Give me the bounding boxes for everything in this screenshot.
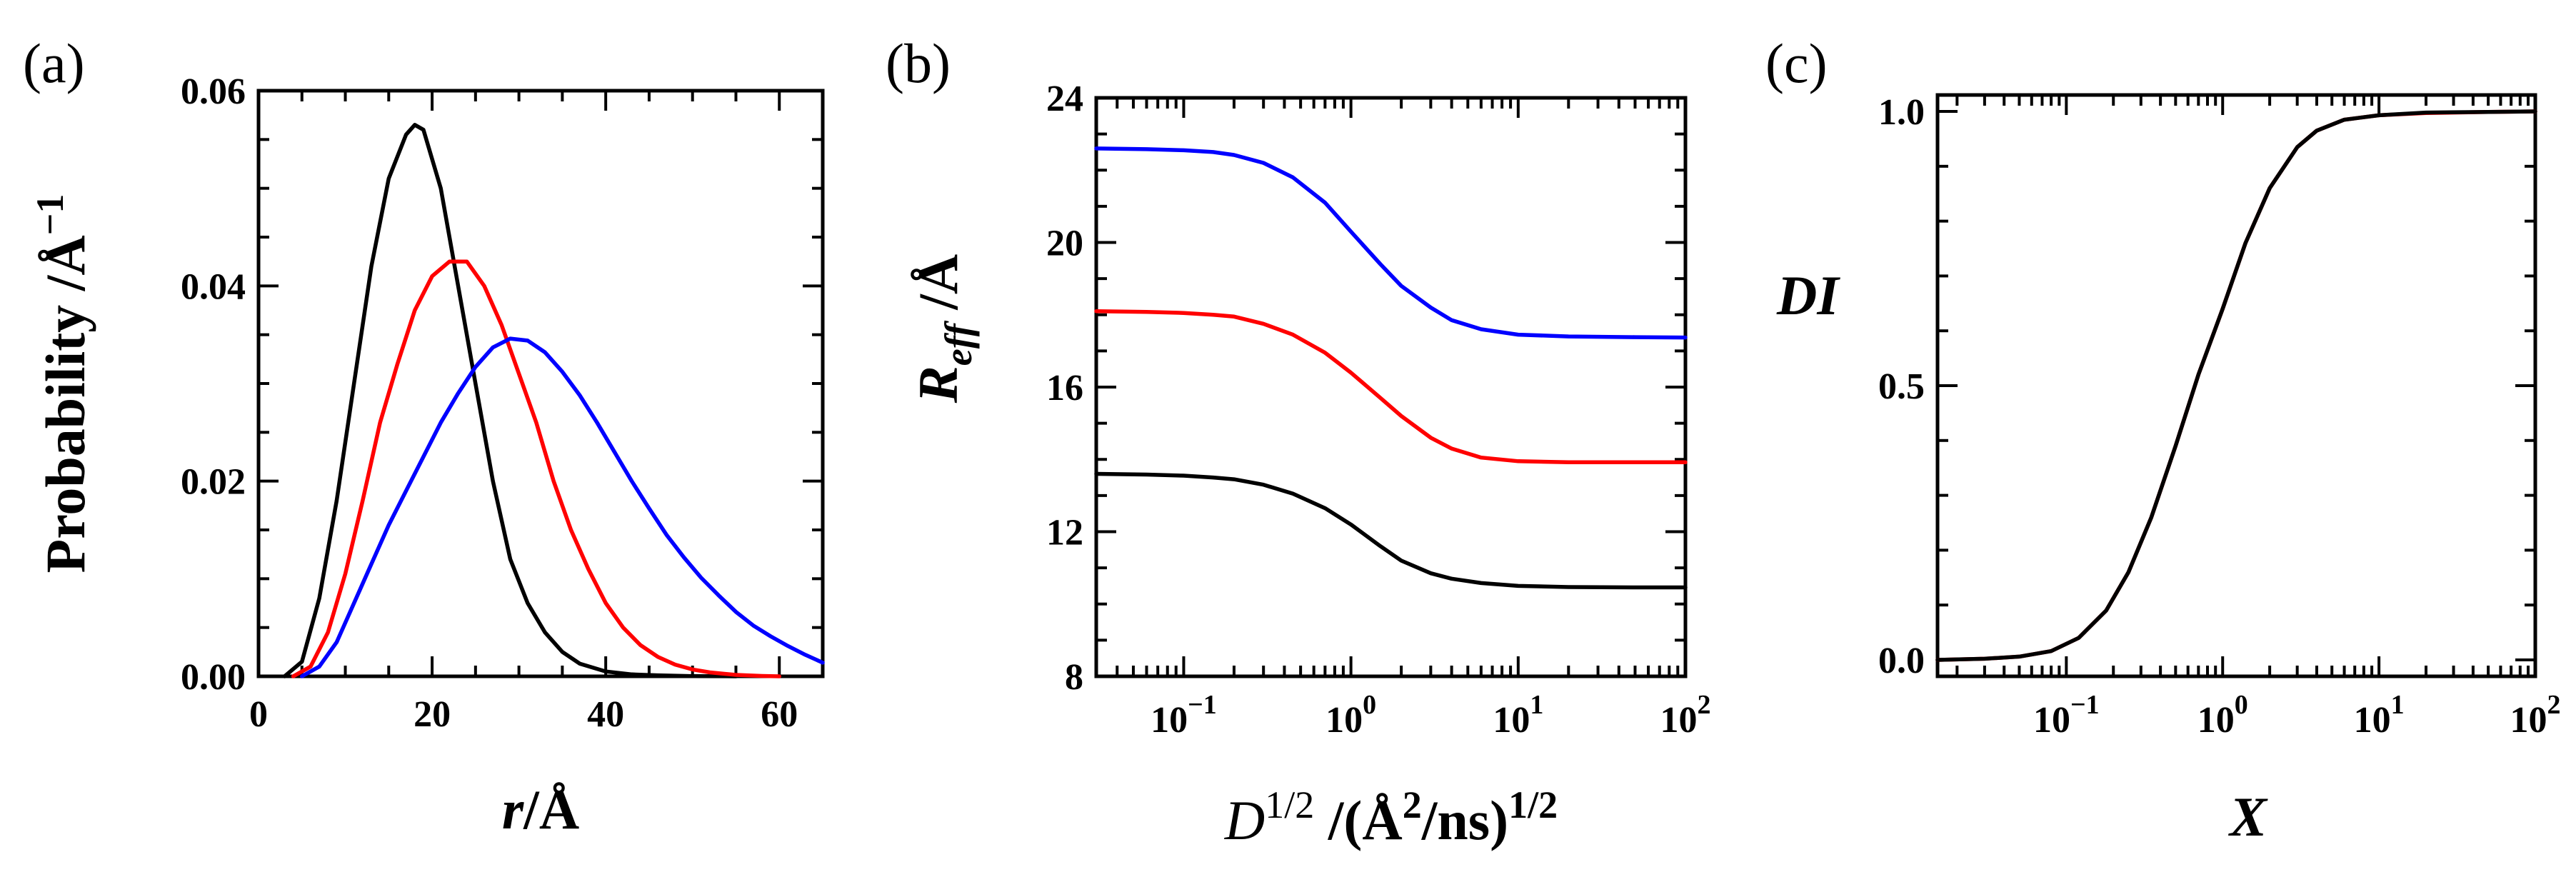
panel-b-xlabel-var: D (1224, 789, 1265, 851)
panel-a-xlabel-var: r (502, 778, 524, 841)
panel-b-xlabel-mid: /(Å (1314, 789, 1402, 851)
panel-b-label: (b) (886, 32, 951, 94)
panel-c-ticks: 0.00.51.010−1 100 101 102 (1878, 92, 2561, 741)
y-tick-label: 1.0 (1878, 92, 1925, 133)
series-black-line (1935, 109, 2537, 662)
y-tick-label: 24 (1046, 79, 1083, 119)
y-tick-label: 20 (1046, 224, 1083, 264)
panel-b-ylabel-var: R (907, 366, 969, 404)
x-tick-label-base: 10 (2510, 700, 2547, 741)
x-tick-label-base: 10 (2033, 700, 2070, 741)
y-tick-label: 12 (1046, 513, 1083, 553)
y-tick-label: 0.0 (1878, 641, 1925, 681)
panel-b-xlabel-sup2: 2 (1403, 783, 1422, 826)
y-tick-label: 0.02 (181, 462, 246, 503)
x-tick-label: 100 (1325, 690, 1376, 741)
panel-b-curves (1094, 146, 1688, 590)
y-tick-label: 8 (1065, 657, 1083, 698)
panel-a-ylabel-sup: −1 (29, 194, 71, 236)
y-tick-label: 0.04 (181, 266, 246, 307)
x-tick-label-base: 10 (1660, 700, 1698, 741)
x-tick-label: 20 (414, 694, 451, 735)
y-tick-label: 16 (1046, 368, 1083, 409)
panel-b-ylabel-sub: eff (937, 320, 980, 366)
x-tick-label: 102 (1660, 690, 1711, 741)
series-red-line (291, 259, 781, 678)
panel-a-xlabel-unit: /Å (523, 778, 579, 841)
y-tick-label: 0.00 (181, 657, 246, 698)
panel-c-curves (1935, 109, 2537, 662)
panel-c-xlabel: X (2228, 786, 2268, 848)
x-tick-label-base: 10 (2354, 700, 2391, 741)
x-tick-label-exp: 1 (1530, 690, 1543, 720)
panel-a-label: (a) (23, 32, 85, 94)
panel-b-ylabel: Reff /Å (907, 254, 980, 404)
series-red-line (1935, 109, 2537, 662)
panel-c: (c) 0.00.51.010−1 100 101 102 X DI (1765, 32, 2561, 848)
x-tick-label: 100 (2197, 690, 2248, 741)
x-tick-label-base: 10 (2197, 700, 2235, 741)
panel-a: (a) 0.00 0.02 0.04 0.06 0 20 40 60 r/Å Probabil… (23, 32, 825, 841)
panel-c-frame (1935, 93, 2537, 678)
panel-b-xlabel-end: /ns) (1421, 789, 1508, 851)
x-tick-label-exp: −1 (2070, 690, 2100, 720)
panel-a-ticks: 0.00 0.02 0.04 0.06 0 20 40 60 (181, 71, 823, 735)
x-tick-label: 60 (761, 694, 798, 735)
x-tick-label: 101 (1493, 690, 1543, 741)
panel-b-ylabel-unit: /Å (907, 254, 969, 324)
x-tick-label-exp: 0 (1363, 690, 1376, 720)
series-blue-line (300, 336, 825, 678)
panel-a-ylabel: Probability /Å−1 (29, 194, 96, 573)
series-blue-line (1094, 146, 1688, 340)
x-tick-label: 0 (249, 694, 268, 735)
panel-a-curves (282, 123, 825, 678)
x-tick-label-base: 10 (1493, 700, 1530, 741)
x-tick-label-exp: −1 (1188, 690, 1217, 720)
x-tick-label-base: 10 (1151, 700, 1188, 741)
panel-c-ylabel: DI (1776, 264, 1840, 326)
x-tick-label-base: 10 (1325, 700, 1363, 741)
y-tick-label: 0.06 (181, 71, 246, 112)
x-tick-label-exp: 2 (2547, 690, 2561, 720)
panel-c-label: (c) (1765, 32, 1828, 94)
x-tick-label-exp: 1 (2391, 690, 2405, 720)
x-tick-label: 40 (587, 694, 624, 735)
series-red-line (1094, 309, 1688, 465)
panel-a-xlabel: r/Å (502, 778, 579, 841)
x-tick-label: 102 (2510, 690, 2561, 741)
panel-b-xlabel-sup: 1/2 (1265, 783, 1314, 826)
panel-b-frame (1094, 96, 1688, 678)
panel-b-xlabel-sup3: 1/2 (1508, 783, 1558, 826)
panel-b-xlabel: D1/2 /(Å2/ns)1/2 (1224, 783, 1558, 851)
x-tick-label: 10−1 (1151, 690, 1217, 741)
series-black-line (282, 123, 738, 678)
x-tick-label: 101 (2354, 690, 2405, 741)
panel-a-frame (256, 89, 825, 678)
x-tick-label-exp: 2 (1698, 690, 1711, 720)
panel-a-ylabel-main: Probability /Å (34, 235, 96, 573)
y-tick-label: 0.5 (1878, 366, 1925, 407)
series-black-line (1094, 471, 1688, 590)
x-tick-label-exp: 0 (2235, 690, 2248, 720)
x-tick-label: 10−1 (2033, 690, 2100, 741)
